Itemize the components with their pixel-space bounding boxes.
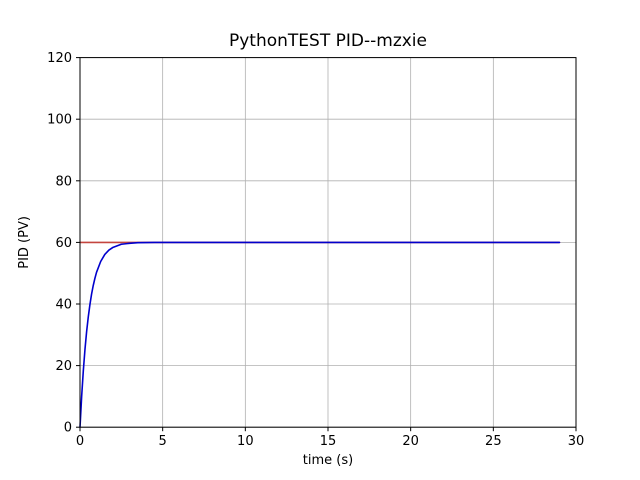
y-tick-label: 20 (55, 359, 72, 374)
y-tick-label: 0 (64, 421, 72, 436)
y-tick-label: 80 (55, 174, 72, 189)
y-tick-label: 100 (47, 113, 72, 128)
x-axis-label: time (s) (303, 453, 353, 468)
series-process_value (79, 241, 561, 429)
y-tick-label: 40 (55, 298, 72, 313)
y-tick-label: 60 (55, 236, 72, 251)
x-tick-label: 0 (76, 434, 84, 449)
chart-title: PythonTEST PID--mzxie (229, 31, 427, 51)
y-tick-label: 120 (47, 51, 72, 66)
x-tick-label: 20 (402, 434, 419, 449)
x-tick-label: 30 (568, 434, 585, 449)
y-axis-label: PID (PV) (17, 216, 32, 269)
x-tick-label: 25 (485, 434, 502, 449)
x-tick-label: 10 (237, 434, 254, 449)
x-tick-label: 15 (320, 434, 337, 449)
x-tick-label: 5 (159, 434, 167, 449)
